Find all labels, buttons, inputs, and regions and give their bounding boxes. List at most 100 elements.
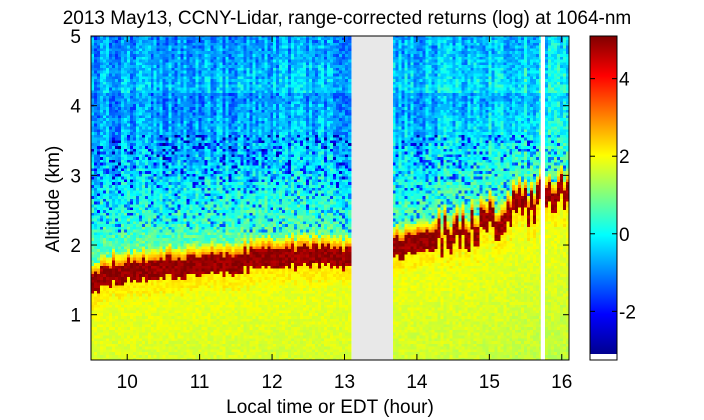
heatmap-cell xyxy=(132,231,137,236)
heatmap-cell xyxy=(162,187,167,191)
heatmap-cell xyxy=(177,248,182,252)
heatmap-cell xyxy=(138,53,143,57)
heatmap-cell xyxy=(114,98,119,102)
heatmap-cell xyxy=(159,357,164,360)
heatmap-cell xyxy=(93,217,98,222)
heatmap-cell xyxy=(171,100,176,105)
heatmap-cell xyxy=(159,281,164,286)
heatmap-cell xyxy=(96,245,101,250)
heatmap-cell xyxy=(180,92,185,96)
heatmap-cell xyxy=(141,329,146,333)
heatmap-cell xyxy=(123,58,128,63)
heatmap-cell xyxy=(132,320,137,325)
heatmap-cell xyxy=(177,337,182,342)
heatmap-cell xyxy=(174,36,179,38)
heatmap-cell xyxy=(144,142,149,146)
heatmap-cell xyxy=(144,298,149,303)
heatmap-cell xyxy=(159,150,164,155)
heatmap-cell xyxy=(99,206,104,211)
heatmap-cell xyxy=(135,150,140,155)
heatmap-cell xyxy=(189,351,194,356)
heatmap-cell xyxy=(183,189,188,194)
heatmap-cell xyxy=(114,78,119,82)
heatmap-cell xyxy=(91,240,95,244)
heatmap-cell xyxy=(129,39,134,43)
heatmap-cell xyxy=(117,195,122,199)
heatmap-cell xyxy=(147,262,152,266)
heatmap-cell xyxy=(147,39,152,43)
heatmap-cell xyxy=(96,284,101,289)
heatmap-cell xyxy=(153,187,158,191)
heatmap-cell xyxy=(114,89,119,94)
heatmap-cell xyxy=(159,329,164,333)
heatmap-cell xyxy=(162,287,167,291)
heatmap-cell xyxy=(141,231,146,236)
heatmap-cell xyxy=(93,98,98,102)
heatmap-cell xyxy=(102,58,107,63)
heatmap-cell xyxy=(168,226,173,230)
heatmap-cell xyxy=(96,326,101,330)
heatmap-cell xyxy=(144,45,149,49)
heatmap-cell xyxy=(105,170,110,174)
heatmap-cell xyxy=(177,139,182,144)
heatmap-cell xyxy=(93,61,98,66)
heatmap-cell xyxy=(126,256,131,261)
heatmap-cell xyxy=(153,259,158,264)
heatmap-cell xyxy=(159,290,164,294)
heatmap-cell xyxy=(159,309,164,314)
heatmap-cell xyxy=(156,287,161,291)
heatmap-cell xyxy=(180,162,185,166)
heatmap-cell xyxy=(144,223,149,227)
heatmap-cell xyxy=(91,245,95,250)
heatmap-cell xyxy=(150,320,155,325)
heatmap-cell xyxy=(156,201,161,205)
heatmap-cell xyxy=(120,223,125,227)
heatmap-cell xyxy=(150,346,155,350)
heatmap-cell xyxy=(150,114,155,119)
heatmap-cell xyxy=(138,170,143,174)
heatmap-cell xyxy=(114,256,119,261)
heatmap-cell xyxy=(120,67,125,71)
heatmap-cell xyxy=(117,109,122,113)
heatmap-cell xyxy=(153,346,158,350)
heatmap-cell xyxy=(147,81,152,85)
heatmap-cell xyxy=(129,245,134,250)
heatmap-cell xyxy=(159,312,164,317)
heatmap-cell xyxy=(180,265,185,269)
heatmap-cell xyxy=(168,206,173,211)
heatmap-cell xyxy=(180,226,185,230)
heatmap-cell xyxy=(99,290,104,294)
heatmap-cell xyxy=(162,334,167,339)
heatmap-cell xyxy=(108,301,113,305)
heatmap-cell xyxy=(96,89,101,94)
heatmap-cell xyxy=(177,142,182,146)
heatmap-cell xyxy=(120,184,125,188)
heatmap-cell xyxy=(144,134,149,138)
heatmap-cell xyxy=(186,75,191,80)
heatmap-cell xyxy=(180,334,185,339)
heatmap-cell xyxy=(123,206,128,211)
heatmap-cell xyxy=(135,223,140,227)
heatmap-cell xyxy=(129,337,134,342)
heatmap-cell xyxy=(177,181,182,186)
heatmap-cell xyxy=(156,337,161,342)
heatmap-cell xyxy=(126,189,131,194)
heatmap-cell xyxy=(174,192,179,197)
heatmap-cell xyxy=(144,125,149,130)
heatmap-cell xyxy=(123,240,128,244)
heatmap-cell xyxy=(96,290,101,294)
heatmap-cell xyxy=(156,159,161,163)
heatmap-cell xyxy=(135,304,140,308)
heatmap-cell xyxy=(189,334,194,339)
heatmap-cell xyxy=(120,39,125,43)
heatmap-cell xyxy=(141,153,146,158)
heatmap-cell xyxy=(183,248,188,252)
heatmap-cell xyxy=(186,234,191,238)
heatmap-cell xyxy=(183,123,188,127)
heatmap-cell xyxy=(177,137,182,141)
heatmap-cell xyxy=(147,307,152,311)
heatmap-cell xyxy=(180,84,185,88)
heatmap-cell xyxy=(114,150,119,155)
heatmap-cell xyxy=(168,251,173,255)
heatmap-cell xyxy=(153,142,158,146)
